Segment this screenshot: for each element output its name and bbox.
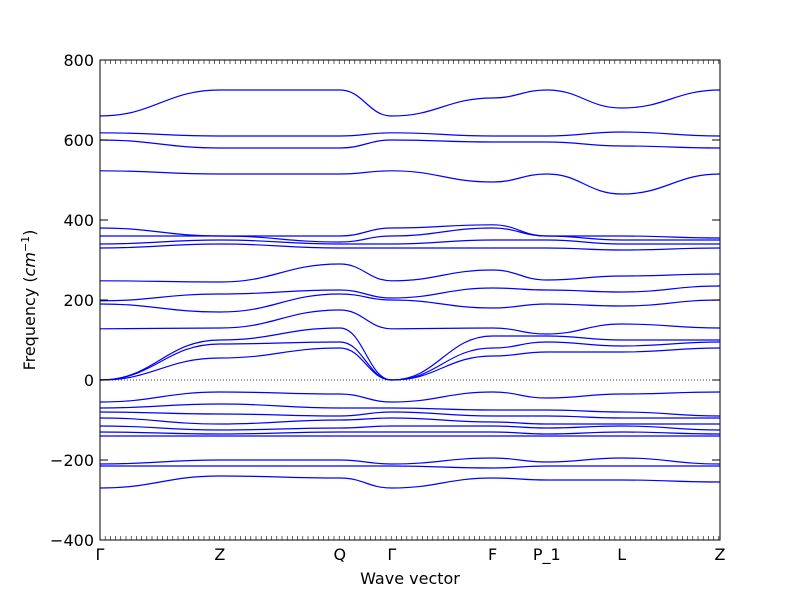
y-tick-label: −400 — [50, 531, 94, 550]
plot-frame — [99, 59, 721, 541]
band-lines — [99, 89, 721, 489]
x-tick-label: F — [488, 545, 497, 564]
y-tick-label: 400 — [63, 211, 94, 230]
positive-band-4 — [99, 309, 721, 335]
positive-band-13 — [99, 139, 721, 149]
negative-band-5 — [99, 425, 721, 431]
x-tick-label: Γ — [387, 545, 396, 564]
positive-band-7 — [99, 263, 721, 283]
y-tick-label: 600 — [63, 131, 94, 150]
y-tick-label: 200 — [63, 291, 94, 310]
positive-band-3 — [99, 327, 720, 381]
positive-band-5 — [99, 293, 721, 313]
negative-band-10 — [99, 475, 721, 489]
y-axis-label-prefix: Frequency ( — [20, 276, 39, 370]
x-tick-label: Γ — [96, 545, 105, 564]
y-tick-label: 0 — [84, 371, 94, 390]
positive-band-14 — [99, 131, 721, 137]
negative-band-2 — [99, 403, 721, 417]
positive-band-8 — [99, 243, 721, 251]
x-tick-label: L — [617, 545, 626, 564]
negative-band-8 — [99, 457, 721, 465]
x-tick-labels: Γ Z Q Γ F P_1 L Z — [96, 545, 726, 565]
x-tick-label: Z — [214, 545, 225, 564]
y-axis-label-exponent: −1 — [19, 236, 32, 252]
positive-band-6 — [99, 285, 721, 302]
positive-band-11 — [99, 224, 721, 239]
x-tick-label: P_1 — [533, 545, 561, 565]
negative-band-4 — [99, 417, 720, 425]
x-tick-label: Q — [333, 545, 346, 564]
y-tick-label: −200 — [50, 451, 94, 470]
negative-band-6 — [99, 431, 721, 435]
axis-ticks — [99, 59, 720, 541]
x-tick-label: Z — [715, 545, 726, 564]
y-axis-label-unit: cm — [20, 252, 39, 276]
x-axis-label: Wave vector — [360, 569, 460, 588]
negative-band-3 — [99, 411, 720, 419]
positive-band-2 — [99, 341, 721, 381]
y-axis-label-suffix: ) — [20, 230, 39, 236]
y-tick-labels: −400 −200 0 200 400 600 800 — [50, 51, 94, 550]
positive-band-15 — [99, 89, 721, 117]
y-tick-label: 800 — [63, 51, 94, 70]
negative-band-1 — [99, 391, 721, 403]
positive-band-9 — [99, 239, 720, 245]
positive-band-1 — [99, 347, 721, 381]
positive-band-12 — [99, 170, 721, 195]
negative-band-9 — [100, 465, 720, 469]
y-axis-label: Frequency (cm−1) — [19, 230, 40, 371]
